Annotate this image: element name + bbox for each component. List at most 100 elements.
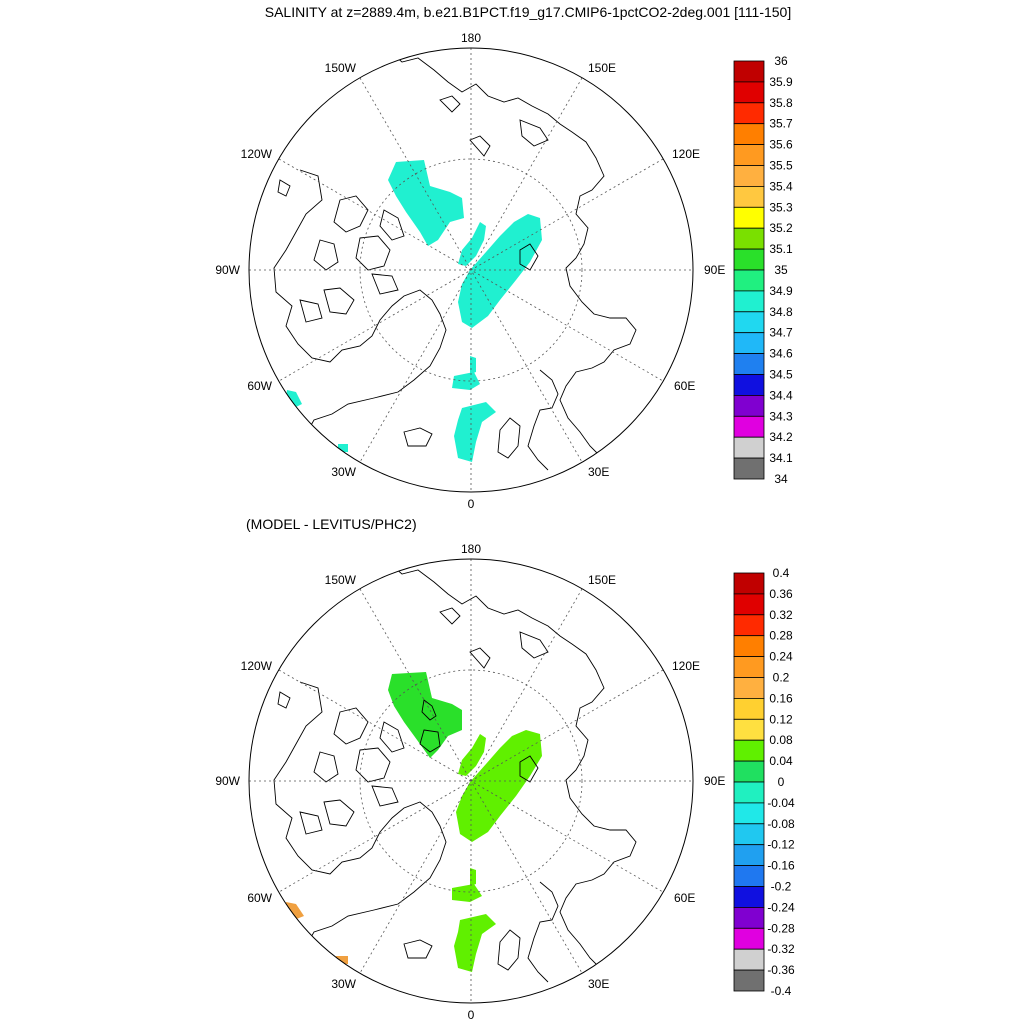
salinity-colorbar-tick-label: 35.8 (769, 96, 793, 110)
salinity-colorbar-swatch-0 (733, 60, 765, 83)
lon-label-30e-b: 30E (588, 977, 609, 991)
difference-colorbar-swatch-15 (733, 886, 765, 908)
salinity-colorbar-tick-label: 34.2 (769, 430, 793, 444)
difference-colorbar-tick-label: 0.04 (769, 754, 793, 768)
fram-strait-fill (470, 356, 476, 374)
salinity-colorbar-swatch-5 (733, 165, 765, 187)
lon-label-60e-b: 60E (674, 891, 695, 905)
lon-label-30w: 30W (331, 465, 356, 479)
difference-colorbar-tick-label: 0 (778, 775, 785, 789)
lon-label-30w-b: 30W (331, 977, 356, 991)
latitude-circle-70n-bottom (359, 669, 583, 893)
difference-colorbar-tick-label: -0.04 (767, 796, 795, 810)
difference-colorbar-tick-label: 0.28 (769, 629, 793, 643)
salinity-colorbar-swatch-16 (733, 394, 765, 417)
salinity-colorbar-tick-label: 34.3 (769, 409, 793, 423)
difference-colorbar-tick-label: 0.2 (773, 671, 790, 685)
salinity-colorbar-tick-label: 35.1 (769, 242, 793, 256)
salinity-colorbar-tick-label: 35.6 (769, 138, 793, 152)
difference-colorbar-tick-label: -0.16 (767, 859, 795, 873)
difference-colorbar-tick-label: -0.24 (767, 900, 795, 914)
lon-label-180: 180 (461, 31, 481, 45)
difference-colorbar-swatch-19 (733, 969, 765, 992)
atlantic-patch-diff-fill (336, 956, 348, 964)
difference-colorbar-tick-label: -0.32 (767, 942, 795, 956)
salinity-colorbar-tick-label: 35.5 (769, 159, 793, 173)
difference-colorbar-tick-label: 0.16 (769, 691, 793, 705)
salinity-colorbar-swatch-10 (733, 269, 765, 292)
difference-colorbar-tick-label: 0.4 (773, 566, 790, 580)
lon-label-150e: 150E (588, 61, 616, 75)
meridian-lines-bottom (249, 559, 693, 1003)
salinity-colorbar-swatch-19 (733, 457, 765, 480)
lon-label-30e: 30E (588, 465, 609, 479)
coastlines-bottom (273, 561, 637, 983)
difference-colorbar-swatch-6 (733, 698, 765, 720)
map-boundary-circle (248, 47, 694, 493)
salinity-colorbar-swatch-4 (733, 144, 765, 166)
fram-strait-diff-fill (470, 868, 476, 886)
salinity-colorbar-swatch-17 (733, 415, 765, 438)
salinity-colorbar-tick-label: 34.5 (769, 368, 793, 382)
figure-title: SALINITY at z=2889.4m, b.e21.B1PCT.f19_g… (265, 4, 791, 20)
salinity-colorbar-tick-label: 34.1 (769, 451, 793, 465)
difference-colorbar-swatch-7 (733, 718, 765, 741)
difference-colorbar-swatch-9 (733, 760, 765, 783)
difference-map: 180 0 90W 90E 150W 120W 150E 120E 60W 30… (215, 542, 725, 1022)
lon-label-120e: 120E (672, 147, 700, 161)
salinity-colorbar: 36 35.9 35.8 35.7 35.6 35.5 35.4 35.3 35.2 35.1 35… (733, 54, 793, 486)
lon-label-150e-b: 150E (588, 573, 616, 587)
salinity-colorbar-tick-label: 35.7 (769, 117, 793, 131)
salinity-colorbar-swatch-1 (733, 81, 765, 104)
difference-colorbar-tick-label: 0.12 (769, 712, 793, 726)
lon-label-0: 0 (468, 497, 475, 511)
top-salinity-map: 180 0 90W 90E 150W 120W 150E 120E 60W 30… (215, 31, 725, 511)
salinity-fill-regions (286, 160, 542, 462)
salinity-colorbar-tick-label: 35.4 (769, 179, 793, 193)
lon-label-90w-b: 90W (215, 774, 240, 788)
latitude-circle-70n (359, 158, 583, 382)
eurasian-basin-diff-fill (456, 730, 542, 842)
difference-colorbar-swatch-16 (733, 907, 765, 929)
lon-label-0-b: 0 (468, 1008, 475, 1022)
longitude-labels-top: 180 0 90W 90E 150W 120W 150E 120E 60W 30… (215, 31, 725, 511)
difference-colorbar-swatch-17 (733, 927, 765, 950)
salinity-colorbar-swatch-6 (733, 185, 765, 208)
difference-colorbar-tick-label: -0.36 (767, 963, 795, 977)
lon-label-150w-b: 150W (325, 573, 357, 587)
difference-colorbar-tick-label: 0.32 (769, 608, 793, 622)
salinity-colorbar-swatch-15 (733, 374, 765, 396)
lon-label-120e-b: 120E (672, 659, 700, 673)
salinity-colorbar-tick-label: 34 (774, 472, 788, 486)
difference-colorbar-swatch-14 (733, 865, 765, 887)
difference-colorbar-swatch-8 (733, 739, 765, 762)
difference-colorbar-tick-label: -0.2 (771, 880, 792, 894)
lon-label-150w: 150W (325, 61, 357, 75)
difference-panel-subtitle: (MODEL - LEVITUS/PHC2) (246, 516, 417, 532)
lon-label-90w: 90W (215, 263, 240, 277)
difference-colorbar-swatch-2 (733, 614, 765, 637)
lon-label-120w-b: 120W (241, 659, 273, 673)
salinity-colorbar-swatch-3 (733, 123, 765, 145)
norwegian-sea-fill (454, 402, 496, 462)
difference-colorbar-tick-label: -0.4 (771, 984, 792, 998)
difference-colorbar-swatch-12 (733, 823, 765, 846)
difference-colorbar-tick-label: 0.24 (769, 650, 793, 664)
salinity-colorbar-swatch-8 (733, 227, 765, 250)
labrador-patch-fill (286, 390, 302, 408)
salinity-colorbar-swatch-7 (733, 206, 765, 229)
salinity-colorbar-tick-label: 34.8 (769, 305, 793, 319)
salinity-colorbar-tick-label: 34.9 (769, 284, 793, 298)
salinity-colorbar-swatch-11 (733, 290, 765, 313)
greenland-sea-diff-fill (452, 884, 482, 902)
salinity-colorbar-tick-label: 34.6 (769, 347, 793, 361)
difference-colorbar-swatch-13 (733, 844, 765, 867)
salinity-colorbar-tick-label: 35.3 (769, 200, 793, 214)
lon-label-60w: 60W (247, 379, 272, 393)
difference-colorbar-swatch-3 (733, 635, 765, 658)
map-boundary-circle-bottom (248, 558, 694, 1004)
salinity-colorbar-tick-label: 34.4 (769, 388, 793, 402)
difference-colorbar-tick-label: -0.08 (767, 817, 795, 831)
meridian-lines (249, 48, 693, 492)
